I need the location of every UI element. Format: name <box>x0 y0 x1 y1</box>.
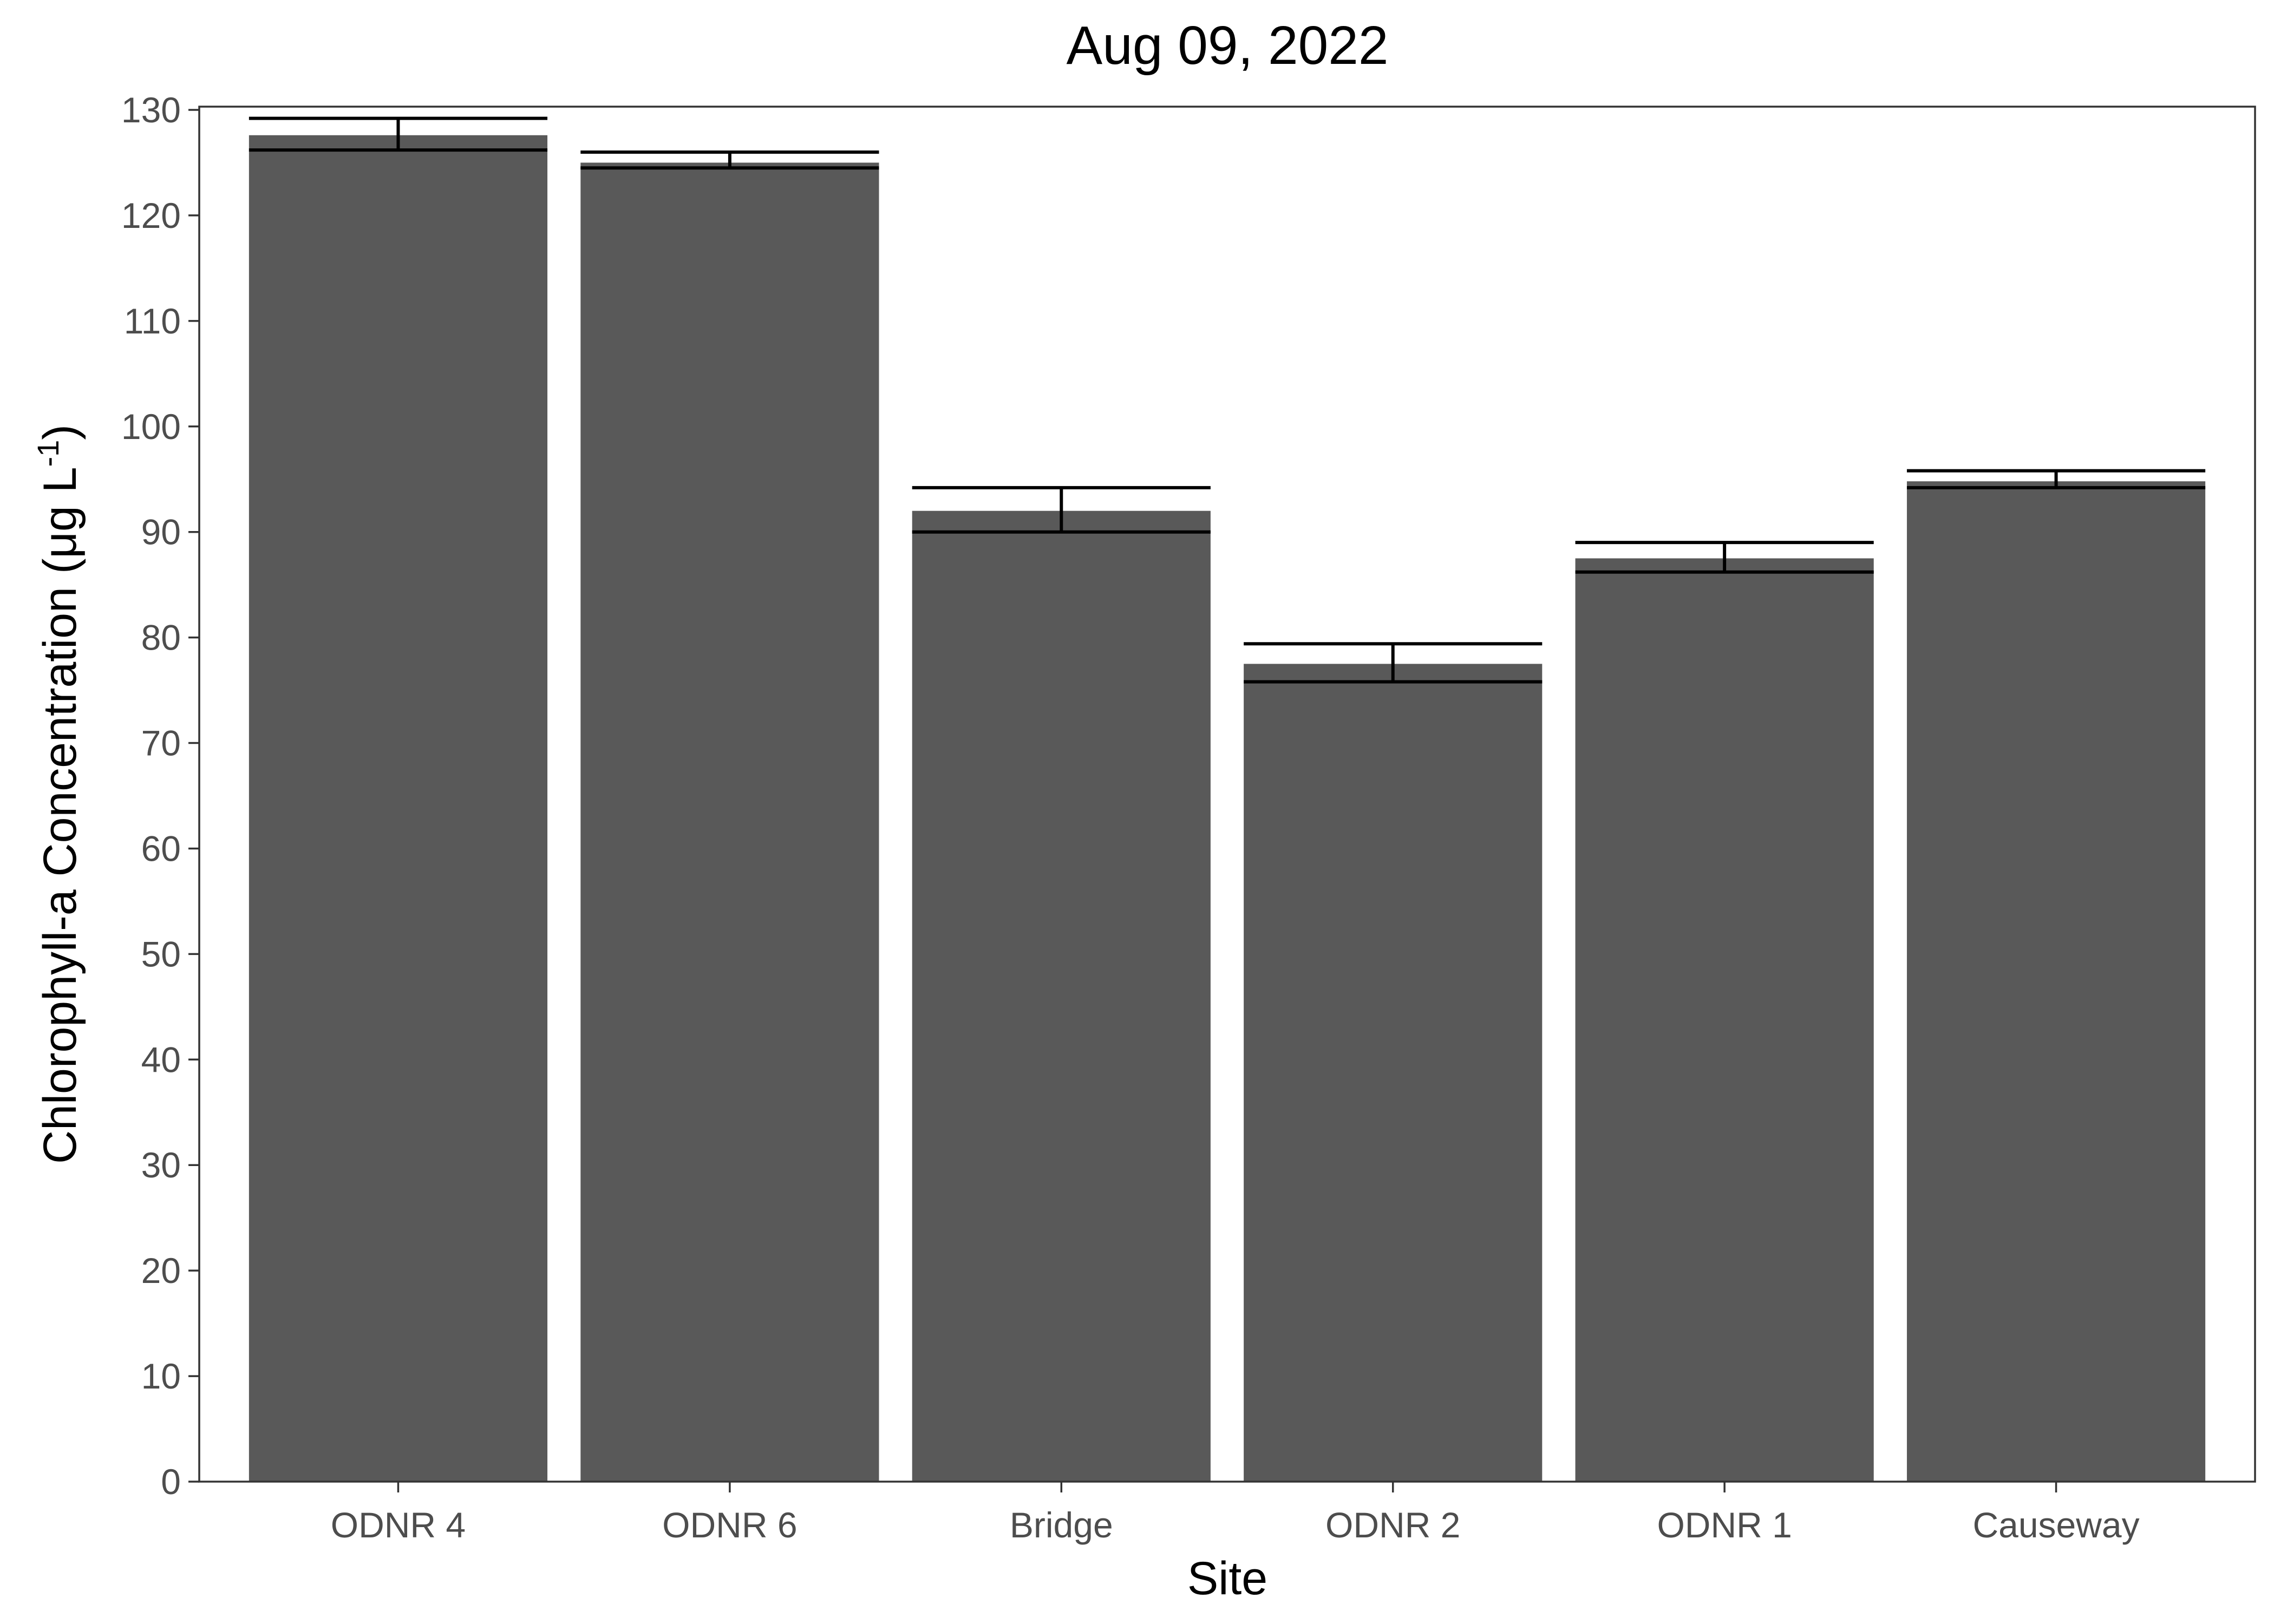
error-bar-odnr-2 <box>1244 642 1543 684</box>
y-axis-title-text: Chlorophyll-a Concentration (μg L <box>34 467 86 1164</box>
bar-odnr-4 <box>249 135 548 1482</box>
error-bar-causeway <box>1906 469 2206 489</box>
y-tick-label: 10 <box>141 1356 181 1396</box>
plot-frame <box>198 106 2256 1483</box>
bar-bridge <box>912 510 1211 1482</box>
x-tick-label: ODNR 1 <box>1657 1505 1792 1545</box>
error-bar-odnr-4 <box>249 116 548 152</box>
y-tick-label: 50 <box>141 934 181 974</box>
chart-title: Aug 09, 2022 <box>1067 15 1389 76</box>
y-tick-label: 80 <box>141 618 181 658</box>
y-tick-label: 0 <box>161 1462 181 1502</box>
y-axis-title-superscript: -1 <box>31 440 65 467</box>
y-tick-label: 40 <box>141 1039 181 1079</box>
y-tick-label: 130 <box>121 90 181 130</box>
y-axis-title: Chlorophyll-a Concentration (μg L-1) <box>31 424 86 1164</box>
plot-area <box>249 116 2206 1482</box>
x-tick-label: ODNR 2 <box>1325 1505 1460 1545</box>
x-axis-title: Site <box>1187 1553 1267 1605</box>
y-tick-label: 60 <box>141 828 181 868</box>
x-tick-label: Bridge <box>1010 1505 1113 1545</box>
y-tick-label: 100 <box>121 407 181 447</box>
error-bar-odnr-6 <box>580 150 879 170</box>
x-tick-label: Causeway <box>1972 1505 2139 1545</box>
y-tick-label: 20 <box>141 1250 181 1291</box>
bar-causeway <box>1906 481 2206 1482</box>
y-tick-label: 30 <box>141 1145 181 1185</box>
error-bar-odnr-1 <box>1575 541 1874 574</box>
x-tick-label: ODNR 4 <box>331 1505 466 1545</box>
y-tick-label: 110 <box>124 301 181 341</box>
y-axis-title-close: ) <box>34 424 86 440</box>
bar-odnr-2 <box>1244 664 1543 1482</box>
y-tick-label: 90 <box>141 512 181 552</box>
bar-odnr-6 <box>580 162 879 1482</box>
error-bar-bridge <box>912 486 1211 534</box>
bar-odnr-1 <box>1575 558 1874 1482</box>
y-tick-label: 120 <box>121 195 181 235</box>
y-tick-label: 70 <box>141 723 181 763</box>
x-tick-label: ODNR 6 <box>662 1505 797 1545</box>
axes: ODNR 4 ODNR 6 Bridge ODNR 2 ODNR 1 Causeway 0 1… <box>121 90 2140 1545</box>
